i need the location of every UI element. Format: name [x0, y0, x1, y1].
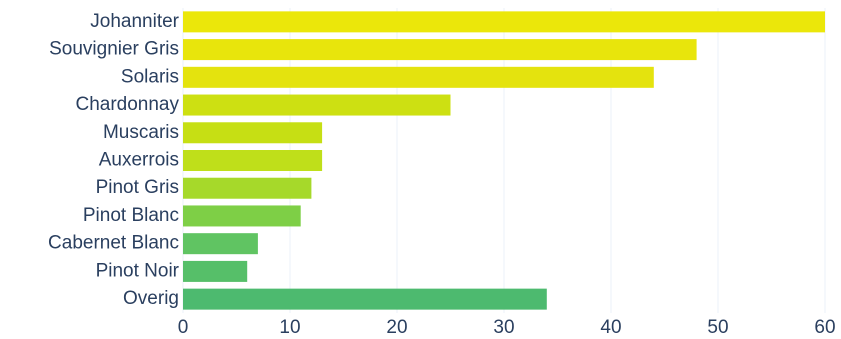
y-tick-label: Chardonnay: [75, 94, 179, 115]
y-tick-label: Auxerrois: [99, 150, 179, 171]
bar: [183, 94, 451, 116]
bar: [183, 288, 547, 310]
x-tick-label: 0: [178, 317, 189, 338]
bar: [183, 39, 697, 61]
bar: [183, 177, 312, 199]
bar: [183, 233, 258, 255]
y-tick-label: Pinot Gris: [96, 177, 179, 198]
y-tick-label: Cabernet Blanc: [48, 233, 179, 254]
x-tick-label: 30: [493, 317, 514, 338]
x-tick-label: 40: [600, 317, 621, 338]
x-tick-label: 50: [707, 317, 728, 338]
y-tick-label: Overig: [123, 288, 179, 309]
bar: [183, 122, 323, 144]
x-tick-label: 20: [386, 317, 407, 338]
y-tick-label: Johanniter: [90, 11, 179, 32]
y-tick-label: Pinot Noir: [96, 260, 180, 281]
bar: [183, 205, 301, 227]
y-tick-label: Pinot Blanc: [83, 205, 179, 226]
bar: [183, 11, 825, 33]
bar: [183, 150, 323, 171]
x-tick-label: 60: [814, 317, 835, 338]
y-tick-label: Muscaris: [103, 122, 179, 143]
bar: [183, 260, 248, 282]
bar: [183, 66, 654, 88]
y-tick-label: Solaris: [121, 66, 179, 87]
x-tick-label: 10: [279, 317, 300, 338]
y-tick-label: Souvignier Gris: [49, 39, 179, 60]
